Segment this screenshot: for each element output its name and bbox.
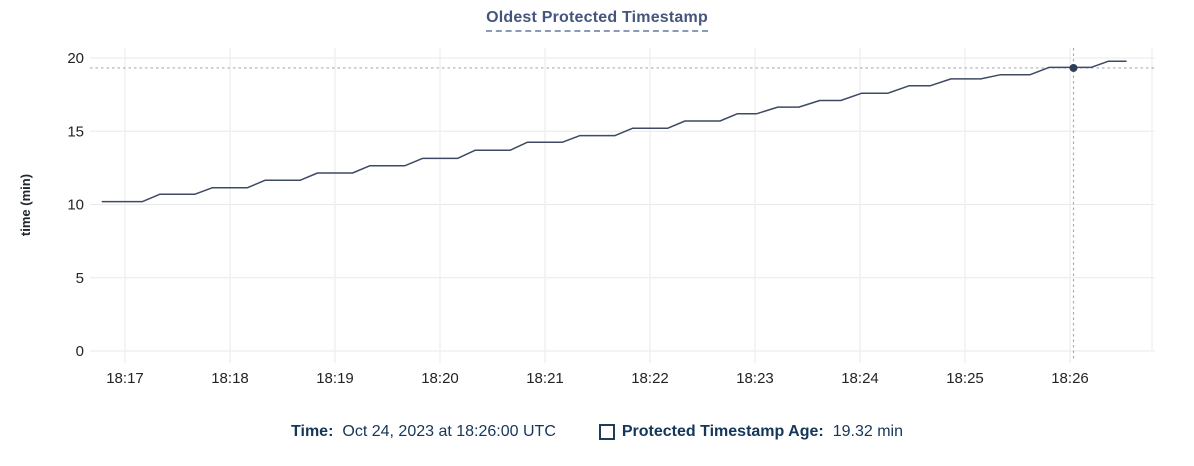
x-tick-label: 18:23 [736,370,774,387]
hover-point-dot [1069,63,1078,72]
x-tick-label: 18:22 [631,370,669,387]
chart-title-row: Oldest Protected Timestamp [0,9,1194,32]
x-tick-label: 18:26 [1051,370,1089,387]
series-line [101,60,1127,203]
legend-time-label: Time: [291,423,334,440]
y-tick-label: 10 [67,197,84,214]
series-swatch-icon[interactable] [598,424,615,440]
timeseries-chart[interactable]: 0 5 10 15 20 18:17 18:18 18:19 18:20 18:21 18:22 18… [0,0,1194,400]
y-axis-title: time (min) [18,174,33,236]
chart-legend: Time: Oct 24, 2023 at 18:26:00 UTC Prote… [0,421,1194,443]
x-tick-label: 18:21 [526,370,564,387]
legend-series-value: 19.32 min [832,423,903,440]
legend-time-value: Oct 24, 2023 at 18:26:00 UTC [342,423,556,440]
x-tick-label: 18:20 [421,370,459,387]
x-tick-label: 18:19 [316,370,354,387]
x-tick-label: 18:25 [946,370,984,387]
y-tick-label: 5 [76,270,84,287]
legend-series-label: Protected Timestamp Age: [621,423,824,440]
chart-title[interactable]: Oldest Protected Timestamp [486,9,708,32]
y-tick-label: 0 [76,343,84,360]
x-tick-label: 18:24 [841,370,879,387]
x-tick-label: 18:17 [106,370,144,387]
y-tick-label: 20 [67,50,84,67]
y-tick-label: 15 [67,123,84,140]
x-tick-label: 18:18 [211,370,249,387]
